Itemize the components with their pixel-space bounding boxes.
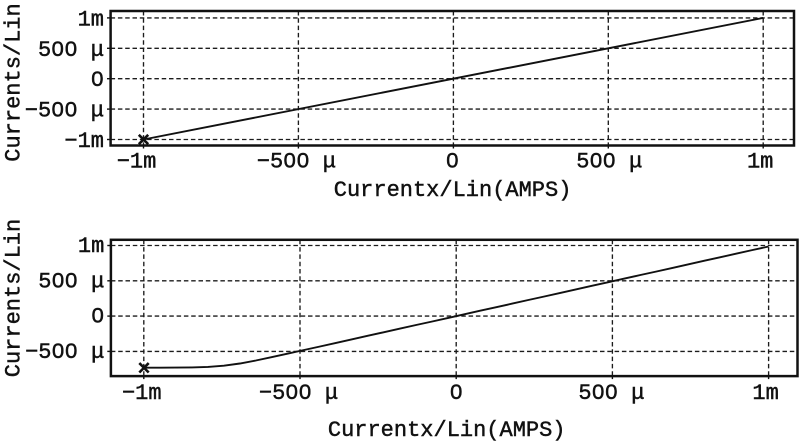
svg-text:−500 μ: −500 μ [257,150,336,175]
svg-text:−1m: −1m [122,381,162,406]
svg-text:1m: 1m [747,150,773,175]
svg-text:Currents/Lin: Currents/Lin [2,3,27,161]
svg-text:Currents/Lin: Currents/Lin [2,219,27,377]
svg-text:1m: 1m [78,234,104,259]
svg-text:1m: 1m [752,381,778,406]
svg-text:−500 μ: −500 μ [259,381,338,406]
svg-text:Currentx/Lin(AMPS): Currentx/Lin(AMPS) [334,178,572,203]
svg-text:1m: 1m [78,7,104,32]
svg-text:−500 μ: −500 μ [25,99,104,124]
svg-text:−1m: −1m [64,129,104,154]
svg-text:−500 μ: −500 μ [25,340,104,365]
svg-text:Currentx/Lin(AMPS): Currentx/Lin(AMPS) [328,418,566,441]
svg-text:−1m: −1m [117,150,157,175]
